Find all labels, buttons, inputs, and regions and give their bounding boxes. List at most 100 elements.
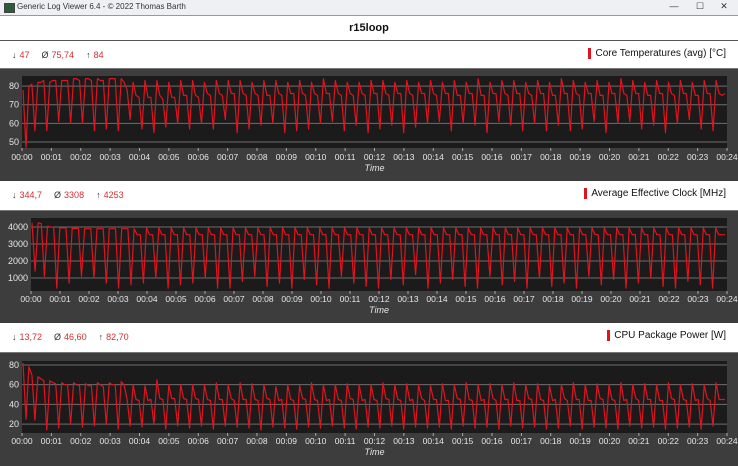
- x-tick-label: 00:15: [452, 152, 474, 162]
- y-tick-label: 1000: [8, 273, 28, 283]
- x-tick-label: 00:04: [136, 294, 158, 304]
- log-title: r15loop: [0, 16, 738, 41]
- arrow-up-icon: ↑: [86, 50, 91, 60]
- x-tick-label: 00:21: [628, 152, 650, 162]
- x-tick-label: 00:04: [129, 152, 151, 162]
- x-tick-label: 00:12: [364, 152, 386, 162]
- x-tick-label: 00:08: [252, 294, 274, 304]
- min-value: ↓ 13,72: [12, 332, 42, 342]
- legend-swatch: [607, 330, 611, 341]
- avg-value: Ø 75,74: [42, 50, 75, 60]
- average-icon: Ø: [41, 50, 49, 60]
- legend-label: CPU Package Power [W]: [614, 330, 726, 342]
- x-tick-label: 00:11: [335, 436, 356, 446]
- min-value: ↓ 47: [12, 50, 30, 60]
- series-line: [22, 78, 726, 149]
- x-tick-label: 00:00: [20, 294, 42, 304]
- x-tick-label: 00:10: [310, 294, 332, 304]
- maximize-button[interactable]: ☐: [695, 1, 705, 11]
- max-value: ↑ 82,70: [99, 332, 129, 342]
- max-text: 82,70: [106, 332, 129, 342]
- x-tick-label: 00:06: [188, 436, 210, 446]
- x-tick-label: 00:14: [426, 294, 448, 304]
- x-tick-label: 00:05: [165, 294, 187, 304]
- x-tick-label: 00:11: [335, 152, 356, 162]
- y-tick-label: 70: [9, 100, 19, 110]
- x-tick-label: 00:01: [41, 152, 63, 162]
- x-tick-label: 00:22: [658, 436, 680, 446]
- x-tick-label: 00:23: [687, 152, 709, 162]
- y-tick-label: 2000: [8, 256, 28, 266]
- x-tick-label: 00:06: [188, 152, 210, 162]
- x-tick-label: 00:13: [397, 294, 419, 304]
- series-line: [22, 362, 725, 431]
- close-button[interactable]: ✕: [720, 1, 728, 11]
- x-tick-label: 00:12: [364, 436, 386, 446]
- min-text: 13,72: [19, 332, 43, 342]
- x-tick-label: 00:02: [78, 294, 100, 304]
- x-tick-label: 00:22: [658, 294, 680, 304]
- x-tick-label: 00:08: [246, 436, 268, 446]
- y-tick-label: 80: [9, 360, 19, 370]
- x-tick-label: 00:03: [99, 152, 121, 162]
- avg-text: 46,60: [64, 332, 87, 342]
- x-tick-label: 00:17: [511, 152, 533, 162]
- x-tick-label: 00:17: [513, 294, 535, 304]
- x-tick-label: 00:05: [158, 436, 180, 446]
- x-tick-label: 00:24: [716, 152, 738, 162]
- average-icon: Ø: [54, 190, 62, 200]
- average-icon: Ø: [54, 332, 62, 342]
- avg-value: Ø 46,60: [54, 332, 87, 342]
- window-title: Generic Log Viewer 6.4 - © 2022 Thomas B…: [17, 2, 186, 11]
- legend-label: Core Temperatures (avg) [°C]: [595, 48, 726, 60]
- x-tick-label: 00:10: [305, 152, 327, 162]
- x-tick-label: 00:23: [687, 294, 709, 304]
- series-line: [31, 222, 725, 289]
- min-value: ↓ 344,7: [12, 190, 42, 200]
- x-tick-label: 00:23: [687, 436, 709, 446]
- stats-row: ↓ 344,7 Ø 3308 ↑ 4253 Average Effective Clo…: [0, 181, 738, 208]
- arrow-down-icon: ↓: [12, 332, 17, 342]
- stats-values: ↓ 344,7 Ø 3308 ↑ 4253: [12, 190, 124, 200]
- x-tick-label: 00:07: [217, 436, 239, 446]
- x-tick-label: 00:21: [629, 294, 651, 304]
- x-tick-label: 00:06: [194, 294, 216, 304]
- x-tick-label: 00:05: [158, 152, 180, 162]
- x-tick-label: 00:15: [452, 436, 474, 446]
- avg-value: Ø 3308: [54, 190, 84, 200]
- y-tick-label: 60: [9, 380, 19, 390]
- x-tick-label: 00:14: [423, 436, 445, 446]
- x-tick-label: 00:14: [423, 152, 445, 162]
- stats-row: ↓ 13,72 Ø 46,60 ↑ 82,70 CPU Package Power […: [0, 323, 738, 350]
- x-tick-label: 00:09: [276, 152, 298, 162]
- x-tick-label: 00:13: [393, 152, 415, 162]
- x-tick-label: 00:07: [223, 294, 245, 304]
- min-text: 344,7: [19, 190, 43, 200]
- y-tick-label: 40: [9, 399, 19, 409]
- max-text: 4253: [103, 190, 124, 200]
- y-tick-label: 20: [9, 419, 19, 429]
- x-tick-label: 00:08: [246, 152, 268, 162]
- x-tick-label: 00:03: [99, 436, 121, 446]
- y-tick-label: 60: [9, 118, 19, 128]
- x-tick-label: 00:15: [455, 294, 477, 304]
- x-tick-label: 00:22: [658, 152, 680, 162]
- legend-label: Average Effective Clock [MHz]: [591, 188, 726, 200]
- minimize-button[interactable]: —: [669, 1, 679, 11]
- x-tick-label: 00:03: [107, 294, 129, 304]
- legend: Core Temperatures (avg) [°C]: [588, 48, 726, 59]
- y-tick-label: 3000: [8, 239, 28, 249]
- max-text: 84: [93, 50, 104, 60]
- x-axis-label: Time: [365, 163, 385, 173]
- x-tick-label: 00:07: [217, 152, 239, 162]
- x-tick-label: 00:20: [599, 436, 621, 446]
- x-tick-label: 00:01: [41, 436, 63, 446]
- x-tick-label: 00:17: [511, 436, 533, 446]
- stats-values: ↓ 47 Ø 75,74 ↑ 84: [12, 50, 104, 60]
- y-tick-label: 50: [9, 137, 19, 147]
- min-text: 47: [19, 50, 30, 60]
- x-tick-label: 00:18: [540, 152, 562, 162]
- max-value: ↑ 84: [86, 50, 104, 60]
- x-tick-label: 00:09: [281, 294, 303, 304]
